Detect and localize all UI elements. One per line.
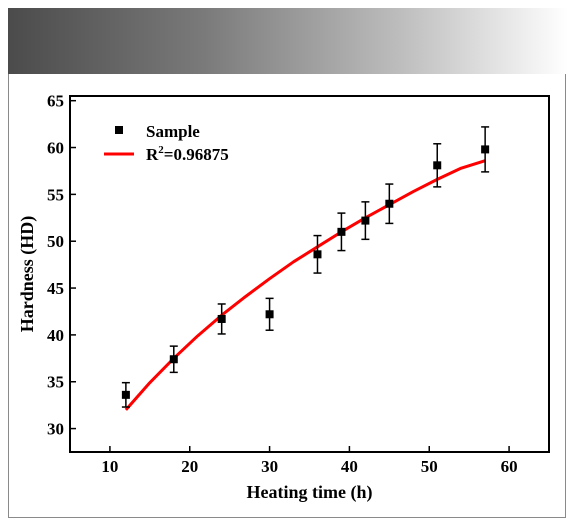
- legend-label-fit: R2=0.96875: [146, 144, 229, 164]
- data-point: [313, 250, 322, 259]
- x-tick-label: 30: [261, 457, 278, 476]
- data-point: [361, 216, 370, 225]
- figure-frame: [8, 74, 566, 518]
- legend-label-sample: Sample: [146, 122, 200, 141]
- data-point: [217, 314, 226, 323]
- legend: Sample R2=0.96875: [104, 122, 229, 164]
- plot-area: [69, 95, 550, 453]
- y-tick-label: 45: [47, 279, 64, 298]
- y-tick-label: 65: [47, 92, 64, 111]
- data-point: [481, 145, 490, 154]
- x-tick-label: 50: [421, 457, 438, 476]
- x-axis-title: Heating time (h): [247, 482, 373, 503]
- data-point: [433, 161, 442, 170]
- y-tick-label: 35: [47, 373, 64, 392]
- data-point: [169, 355, 178, 364]
- y-axis-title: Hardness (HD): [17, 216, 38, 333]
- data-point: [121, 390, 130, 399]
- x-tick-label: 10: [101, 457, 118, 476]
- x-tick-label: 20: [181, 457, 198, 476]
- y-tick-label: 30: [47, 420, 64, 439]
- x-tick-label: 60: [501, 457, 518, 476]
- fit-curve: [124, 159, 486, 411]
- x-tick-label: 40: [341, 457, 358, 476]
- y-tick-label: 60: [47, 139, 64, 158]
- legend-marker-sample: [115, 126, 123, 134]
- data-point: [265, 310, 274, 319]
- y-tick-label: 40: [47, 326, 64, 345]
- data-point: [337, 227, 346, 236]
- data-point: [385, 199, 394, 208]
- y-tick-label: 50: [47, 232, 64, 251]
- y-tick-label: 55: [47, 185, 64, 204]
- header-banner: [8, 8, 568, 74]
